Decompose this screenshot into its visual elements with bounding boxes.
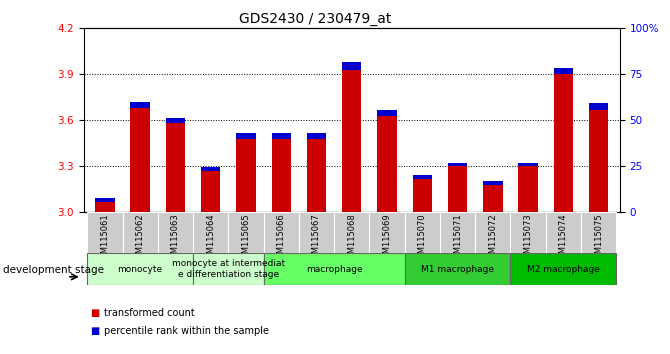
Text: GSM115074: GSM115074 xyxy=(559,213,568,264)
Bar xyxy=(405,212,440,253)
Bar xyxy=(123,212,158,253)
Bar xyxy=(413,179,432,212)
Bar xyxy=(263,212,299,253)
Text: GSM115070: GSM115070 xyxy=(418,213,427,264)
Bar xyxy=(342,70,361,212)
Text: M2 macrophage: M2 macrophage xyxy=(527,264,600,274)
Bar xyxy=(263,253,405,285)
Bar xyxy=(299,212,334,253)
Text: GSM115067: GSM115067 xyxy=(312,213,321,264)
Bar xyxy=(369,212,405,253)
Bar xyxy=(483,181,502,185)
Bar xyxy=(193,253,263,285)
Bar xyxy=(165,124,185,212)
Text: GDS2430 / 230479_at: GDS2430 / 230479_at xyxy=(239,12,391,27)
Text: transformed count: transformed count xyxy=(104,308,194,318)
Bar xyxy=(95,202,115,212)
Text: GSM115075: GSM115075 xyxy=(594,213,603,264)
Bar xyxy=(342,62,361,70)
Bar xyxy=(545,212,581,253)
Text: GSM115061: GSM115061 xyxy=(100,213,109,264)
Text: ■: ■ xyxy=(90,308,100,318)
Bar xyxy=(334,212,369,253)
Bar xyxy=(271,133,291,139)
Bar xyxy=(165,118,185,124)
Bar xyxy=(440,212,475,253)
Bar xyxy=(448,162,467,166)
Bar xyxy=(228,212,263,253)
Bar xyxy=(553,74,573,212)
Text: GSM115065: GSM115065 xyxy=(241,213,251,264)
Bar xyxy=(201,167,220,171)
Bar xyxy=(483,185,502,212)
Bar xyxy=(448,166,467,212)
Bar xyxy=(553,68,573,74)
Text: ■: ■ xyxy=(90,326,100,336)
Bar xyxy=(201,171,220,212)
Bar xyxy=(377,116,397,212)
Text: GSM115069: GSM115069 xyxy=(383,213,391,264)
Bar xyxy=(95,198,115,202)
Text: GSM115068: GSM115068 xyxy=(347,213,356,264)
Bar xyxy=(377,110,397,116)
Bar xyxy=(307,133,326,139)
Text: monocyte: monocyte xyxy=(118,264,163,274)
Bar xyxy=(413,175,432,179)
Bar xyxy=(193,212,228,253)
Bar xyxy=(589,110,608,212)
Text: GSM115071: GSM115071 xyxy=(453,213,462,264)
Bar xyxy=(307,139,326,212)
Bar xyxy=(158,212,193,253)
Text: GSM115073: GSM115073 xyxy=(523,213,533,264)
Text: GSM115064: GSM115064 xyxy=(206,213,215,264)
Text: macrophage: macrophage xyxy=(306,264,362,274)
Text: GSM115066: GSM115066 xyxy=(277,213,285,264)
Text: monocyte at intermediat
e differentiation stage: monocyte at intermediat e differentiatio… xyxy=(172,259,285,279)
Text: GSM115072: GSM115072 xyxy=(488,213,497,264)
Bar xyxy=(237,139,256,212)
Bar xyxy=(87,253,193,285)
Bar xyxy=(237,133,256,139)
Text: GSM115063: GSM115063 xyxy=(171,213,180,264)
Text: M1 macrophage: M1 macrophage xyxy=(421,264,494,274)
Bar xyxy=(131,108,150,212)
Text: development stage: development stage xyxy=(3,265,105,275)
Bar xyxy=(581,212,616,253)
Text: GSM115062: GSM115062 xyxy=(135,213,145,264)
Bar xyxy=(87,212,123,253)
Bar xyxy=(405,253,511,285)
Bar xyxy=(475,212,511,253)
Bar xyxy=(519,162,538,166)
Bar xyxy=(589,103,608,110)
Bar xyxy=(511,253,616,285)
Text: percentile rank within the sample: percentile rank within the sample xyxy=(104,326,269,336)
Bar xyxy=(271,139,291,212)
Bar xyxy=(511,212,545,253)
Bar xyxy=(131,102,150,108)
Bar xyxy=(519,166,538,212)
